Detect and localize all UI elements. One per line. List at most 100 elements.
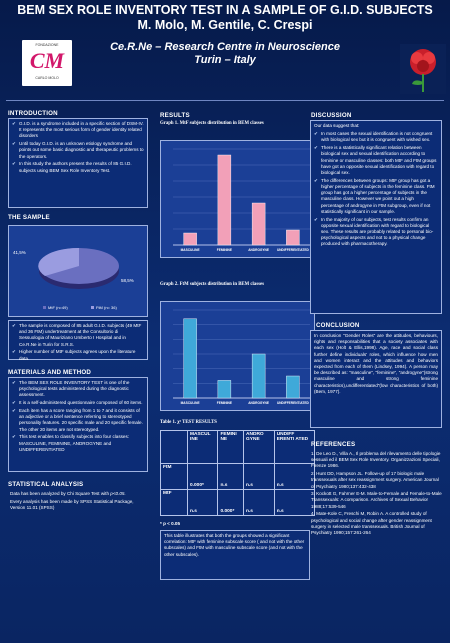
bar-undifferentiated bbox=[286, 375, 300, 399]
legend-swatch-mtf bbox=[43, 306, 46, 309]
legend-swatch-ftm bbox=[91, 306, 94, 309]
conclusion-box: In conclusion "Gender Roles" are the att… bbox=[310, 330, 442, 428]
table-header-cell: ANDRO GYNE bbox=[243, 430, 275, 464]
references-heading: REFERENCES bbox=[311, 441, 356, 448]
reference-item: 3. Kockott G, Fahrner E-M. Male-to-Femal… bbox=[311, 491, 442, 509]
pie-slice-ftm bbox=[38, 247, 79, 276]
table-cell: n.s bbox=[243, 489, 275, 516]
methods-bullet: It is a self-administered questionnaire … bbox=[12, 400, 144, 406]
discussion-bullet: The differences between groups: MtF grou… bbox=[314, 178, 438, 215]
institute-line-1: Ce.R.Ne – Research Centre in Neuroscienc… bbox=[110, 41, 340, 53]
institute-line-2: Turin – Italy bbox=[194, 54, 256, 66]
table-footnote: * p < 0.05 bbox=[160, 521, 181, 526]
methods-bullet: Each item has a score ranging from 1 to … bbox=[12, 408, 144, 433]
results-heading: RESULTS bbox=[160, 112, 190, 119]
methods-box: The BEM SEX ROLE INVENTORY TEST is one o… bbox=[8, 377, 148, 472]
pie-label-ftm: 41,5% bbox=[13, 250, 26, 255]
graph2-caption: Graph 2. FtM subjects distribution in BE… bbox=[160, 282, 264, 287]
bar-masculine bbox=[183, 232, 197, 246]
graph2-svg: MASCULINE FEMININE ANDROGYNE UNDIFFERENTIAT… bbox=[173, 309, 310, 405]
poster-title: BEM SEX ROLE INVENTORY TEST IN A SAMPLE … bbox=[17, 3, 433, 17]
conclusion-heading: CONCLUSION bbox=[316, 322, 360, 329]
methods-bullet: The BEM SEX ROLE INVENTORY TEST is one o… bbox=[12, 380, 144, 399]
table-note: This table illustrates that both the gro… bbox=[164, 533, 305, 557]
tick-label: FEMININE bbox=[217, 401, 232, 405]
table-header-cell: MASCUL INE bbox=[186, 430, 219, 464]
conclusion-text: In conclusion "Gender Roles" are the att… bbox=[314, 333, 438, 394]
intro-heading: INTRODUCTION bbox=[8, 110, 58, 117]
results-table: MASCUL INE FEMINI NE ANDRO GYNE UNDIFF E… bbox=[160, 430, 316, 516]
methods-list: The BEM SEX ROLE INVENTORY TEST is one o… bbox=[12, 380, 144, 453]
bar-undifferentiated bbox=[286, 229, 300, 246]
stats-line-2: Every analysis has been made by SPSS Sta… bbox=[10, 498, 134, 510]
pie-label-mtf: 58,5% bbox=[121, 278, 134, 283]
table-row: MtF n.s 0.000* n.s n.s bbox=[160, 489, 316, 516]
reference-item: 1. De Leo D., Villa A., Il problema del … bbox=[311, 451, 441, 469]
discussion-bullet: In the majority of our subjects, test re… bbox=[314, 217, 438, 248]
stats-pvalue: p<0.05. bbox=[110, 491, 126, 496]
graph1-svg: MASCULINE FEMININE ANDROGYNE UNDIFFERENTIAT… bbox=[173, 148, 310, 252]
table-cell: 0.000* bbox=[217, 489, 245, 516]
table-caption: Table 1. χ² TEST RESULTS bbox=[160, 420, 217, 425]
foundation-logo: FONDAZIONE CM CARLO MOLO bbox=[22, 40, 72, 86]
discussion-lead: Our data suggest that: bbox=[314, 123, 360, 128]
stats-line-1: Data has been analyzed by Chi Square Tes… bbox=[10, 491, 109, 496]
sample-heading: THE SAMPLE bbox=[8, 214, 50, 221]
tick-label: ANDROGYNE bbox=[248, 401, 269, 405]
sample-list: The sample is composed of 85 adult G.I.D… bbox=[12, 323, 144, 362]
discussion-heading: DISCUSSION bbox=[311, 112, 352, 119]
table-note-box: This table illustrates that both the gro… bbox=[160, 530, 310, 580]
bar-masculine bbox=[183, 318, 197, 399]
bar-feminine bbox=[217, 154, 232, 246]
table-cell: n.s bbox=[186, 489, 219, 516]
stats-text: Data has been analyzed by Chi Square Tes… bbox=[10, 491, 148, 513]
institute-block: Ce.R.Ne – Research Centre in Neuroscienc… bbox=[0, 41, 450, 67]
tick-label: ANDROGYNE bbox=[248, 248, 269, 252]
stats-heading: STATISTICAL ANALYSIS bbox=[8, 481, 84, 488]
table-row: FtM 0.000* n.s n.s n.s bbox=[160, 463, 316, 490]
bar-feminine bbox=[217, 380, 232, 399]
pie-svg: 41,5% 58,5% MtF (n=49) FtM (n= 36) bbox=[13, 247, 134, 310]
header-divider bbox=[6, 100, 444, 101]
table-cell: n.s bbox=[217, 463, 245, 490]
discussion-box: Our data suggest that: In most cases the… bbox=[310, 120, 442, 314]
flower-decoration-icon bbox=[400, 44, 446, 94]
graph1-chart: MASCULINE FEMININE ANDROGYNE UNDIFFERENTIAT… bbox=[160, 140, 315, 258]
reference-item: 4. Mate-Kole C, Freschi M, Robin A. A co… bbox=[311, 511, 432, 535]
reference-text: Hunt DD, Hampson JL. Follow-up of 17 bio… bbox=[311, 471, 439, 489]
table-cell: 0.000* bbox=[186, 463, 219, 490]
intro-box: G.I.D. is a syndrome included in a speci… bbox=[8, 118, 148, 208]
reference-text: Kockott G, Fahrner E-M. Male-to-Female a… bbox=[311, 491, 442, 509]
sample-bullet: The sample is composed of 85 adult G.I.D… bbox=[12, 323, 144, 348]
methods-bullet: This test enables to classify subjects i… bbox=[12, 434, 144, 453]
discussion-bullet: There is a statistically significant rel… bbox=[314, 145, 438, 176]
reference-item: 2. Hunt DD, Hampson JL. Follow-up of 17 … bbox=[311, 471, 439, 489]
reference-text: De Leo D., Villa A., Il problema del ril… bbox=[311, 451, 441, 469]
logo-mark: CM bbox=[29, 48, 65, 73]
intro-bullet: G.I.D. is a syndrome included in a speci… bbox=[12, 121, 144, 140]
bar-androgyne bbox=[251, 353, 266, 399]
tick-label: MASCULINE bbox=[181, 401, 200, 405]
bar-androgyne bbox=[251, 202, 266, 246]
sample-bullet: Higher number of MtF subjects agrees upo… bbox=[12, 349, 144, 361]
sample-pie-chart: 41,5% 58,5% MtF (n=49) FtM (n= 36) bbox=[8, 225, 148, 317]
intro-list: G.I.D. is a syndrome included in a speci… bbox=[12, 121, 144, 174]
table-header-cell: FEMINI NE bbox=[217, 430, 245, 464]
intro-bullet: Until today G.I.D. is an unknown etiolog… bbox=[12, 141, 144, 160]
results-table-wrap: MASCUL INE FEMINI NE ANDRO GYNE UNDIFF E… bbox=[160, 430, 316, 516]
logo-top-text: FONDAZIONE bbox=[35, 43, 59, 47]
legend-mtf: MtF (n=49) bbox=[48, 305, 68, 310]
poster-authors: M. Molo, M. Gentile, C. Crespi bbox=[137, 18, 313, 32]
sample-box: The sample is composed of 85 adult G.I.D… bbox=[8, 320, 148, 362]
poster-title-block: BEM SEX ROLE INVENTORY TEST IN A SAMPLE … bbox=[0, 3, 450, 33]
references-list: 1. De Leo D., Villa A., Il problema del … bbox=[311, 451, 443, 538]
graph2-chart: MASCULINE FEMININE ANDROGYNE UNDIFFERENTIAT… bbox=[160, 301, 315, 411]
table-header-cell: UNDIFF ERENTI ATED bbox=[273, 430, 316, 464]
table-cell: n.s bbox=[273, 489, 316, 516]
tick-label: MASCULINE bbox=[181, 248, 200, 252]
tick-label: UNDIFFERENTIATED bbox=[277, 401, 310, 405]
tick-label: FEMININE bbox=[217, 248, 232, 252]
table-cell: n.s bbox=[243, 463, 275, 490]
table-cell: MtF bbox=[160, 489, 188, 516]
